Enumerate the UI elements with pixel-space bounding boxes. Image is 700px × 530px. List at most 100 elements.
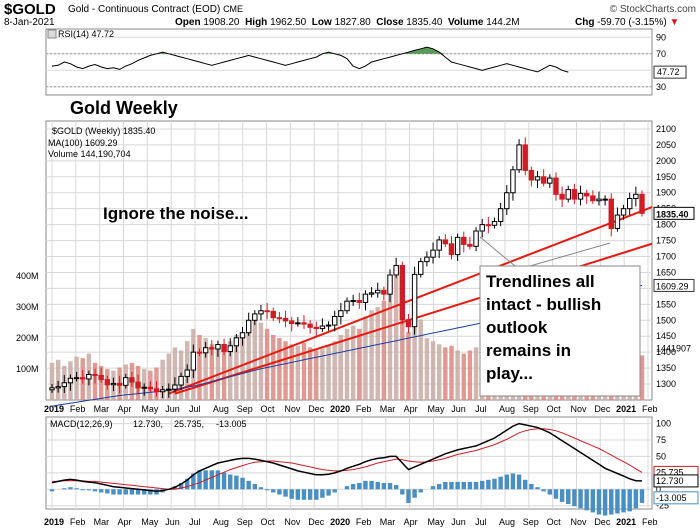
macd-histogram-bar xyxy=(406,489,411,503)
candle-body xyxy=(596,198,602,202)
volume-bar xyxy=(412,325,417,400)
macd-histogram-bar xyxy=(277,489,282,495)
volume-bar xyxy=(350,325,356,400)
candle-body xyxy=(411,273,418,328)
callout-arrow-right xyxy=(529,242,611,267)
macd-x-tick: Aug xyxy=(213,517,229,527)
macd-x-tick: 2021 xyxy=(616,517,636,527)
symbol: $GOLD xyxy=(4,1,56,18)
candle-body xyxy=(454,236,461,256)
candle-body xyxy=(319,325,326,330)
macd-x-tick: Feb xyxy=(70,517,86,527)
price-x-tick: Mar xyxy=(380,404,396,414)
macd-x-tick: Sep xyxy=(237,517,253,527)
instrument-name: Gold - Continuous Contract (EOD) CME xyxy=(68,4,243,15)
macd-histogram-bar xyxy=(283,489,288,497)
macd-histogram-bar xyxy=(74,488,79,490)
candle-body xyxy=(86,373,92,380)
candle-body xyxy=(288,320,295,324)
volume-bar xyxy=(455,350,460,400)
price-x-tick: Jun xyxy=(451,404,466,414)
low-value: 1827.80 xyxy=(334,17,371,28)
price-x-tick: Nov xyxy=(284,404,301,414)
candle-body xyxy=(178,375,184,386)
volume-bar xyxy=(203,338,208,400)
macd-histogram-bar xyxy=(436,484,442,490)
candle-body xyxy=(418,261,424,275)
volume-bar xyxy=(387,282,393,400)
candle-body xyxy=(202,347,209,354)
candle-body xyxy=(147,386,154,390)
volume-bar xyxy=(449,345,454,400)
price-x-tick: Dec xyxy=(308,404,325,414)
candle-body xyxy=(553,177,559,195)
macd-histogram-bar xyxy=(541,489,546,492)
macd-histogram-bar xyxy=(141,489,147,495)
macd-x-tick: Apr xyxy=(404,517,418,527)
macd-histogram-bar xyxy=(412,489,417,498)
volume-bar xyxy=(209,344,215,400)
macd-histogram-bar xyxy=(105,489,110,494)
annotation-noise: Ignore the noise... xyxy=(103,204,248,223)
candle-body xyxy=(387,274,393,295)
macd-histogram-bar xyxy=(590,489,596,513)
macd-histogram-bar xyxy=(332,489,337,493)
rsi-tick-label: 30 xyxy=(656,82,666,92)
volume-bar xyxy=(98,365,104,400)
volume-bar xyxy=(221,350,227,400)
macd-histogram-bar xyxy=(443,481,448,490)
candle-body xyxy=(639,193,645,214)
macd-histogram-bar xyxy=(215,470,221,490)
price-x-tick: Aug xyxy=(213,404,229,414)
macd-line xyxy=(51,422,643,493)
macd-histogram-bar xyxy=(234,475,239,490)
candle-body xyxy=(55,386,61,389)
candle-body xyxy=(110,382,117,386)
volume-tick-label: 200M xyxy=(16,333,39,343)
macd-histogram-bar xyxy=(80,489,85,491)
macd-histogram-bar xyxy=(271,489,276,493)
macd-x-tick: 2020 xyxy=(330,517,350,527)
open-label: Open xyxy=(175,17,201,28)
rsi-current-box xyxy=(653,65,687,79)
macd-histogram-bar xyxy=(516,474,522,490)
price-legend-symbol: $GOLD (Weekly) 1835.40 xyxy=(52,126,155,136)
chg-label: Chg xyxy=(575,17,595,28)
price-x-tick: Jun xyxy=(165,404,180,414)
macd-histogram-bar xyxy=(111,489,116,495)
price-tick-label: 1500 xyxy=(656,315,676,325)
ohlc-summary: Open 1908.20 High 1962.50 Low 1827.80 Cl… xyxy=(175,17,520,28)
volume-bar xyxy=(172,347,178,400)
candle-body xyxy=(614,214,621,229)
candle-body xyxy=(98,374,104,381)
open-value: 1908.20 xyxy=(203,17,240,28)
candle-body xyxy=(448,243,455,256)
price-x-tick: May xyxy=(427,404,445,414)
candle-body xyxy=(67,377,74,384)
volume-bar xyxy=(363,316,368,400)
candle-body xyxy=(295,322,301,325)
macd-x-tick: Dec xyxy=(308,517,325,527)
price-tick-label: 1700 xyxy=(656,252,676,262)
macd-histogram-bar xyxy=(357,482,362,490)
volume-bar xyxy=(369,310,374,400)
macd-histogram-bar xyxy=(566,489,571,505)
rsi-tick-label: 90 xyxy=(656,32,666,42)
candle-body xyxy=(504,192,510,210)
macd-histogram-bar xyxy=(602,489,608,516)
candle-body xyxy=(547,177,553,184)
macd-histogram-bar xyxy=(584,489,589,511)
macd-histogram-bar xyxy=(498,476,503,490)
rsi-legend: RSI(14) 47.72 xyxy=(58,29,114,39)
volume-bar xyxy=(258,322,264,400)
candle-body xyxy=(233,337,240,347)
macd-histogram-bar xyxy=(307,489,313,500)
price-tick-label: 1750 xyxy=(656,236,676,246)
annotation-trend-line: play... xyxy=(486,364,533,383)
candle-body xyxy=(602,198,608,201)
candle-body xyxy=(49,387,55,391)
macd-legend-macd: 12.730, xyxy=(133,419,163,429)
macd-histogram-bar xyxy=(529,484,534,490)
candle-body xyxy=(461,236,467,245)
macd-x-tick: Nov xyxy=(570,517,587,527)
